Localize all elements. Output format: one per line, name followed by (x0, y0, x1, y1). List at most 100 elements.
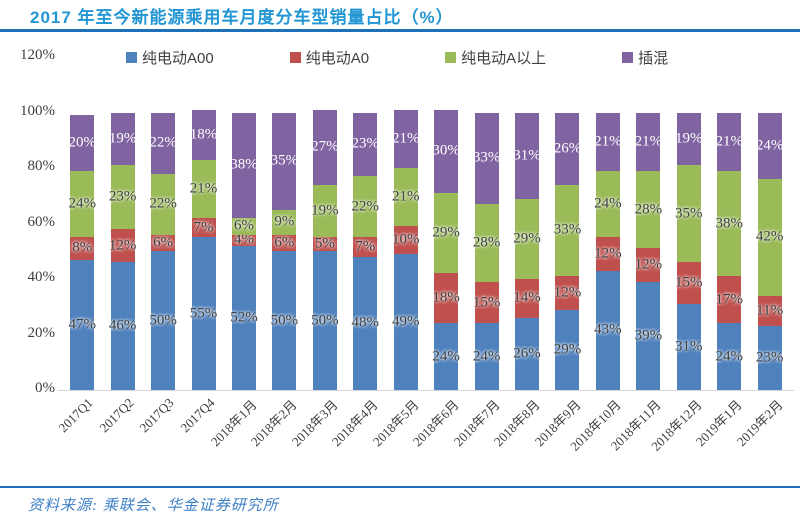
bar-segment: 19% (675, 112, 703, 166)
bar-segment-label: 38% (715, 215, 743, 232)
bar-slot: 46% 12% 23% 19% (102, 107, 142, 390)
bar-segment: 15% (675, 262, 703, 304)
y-tick-label: 80% (27, 158, 56, 174)
bar-segment: 43% (594, 270, 622, 390)
bar-segment: 6% (272, 234, 297, 252)
legend-item-1: 纯电动A00 (126, 47, 214, 68)
legend: 纯电动A00 纯电动A0 纯电动A以上 插混 (126, 47, 668, 68)
bar-segment-label: 27% (311, 138, 339, 155)
bar-column: 29% 12% 33% 26% (553, 112, 582, 390)
bar-slot: 47% 8% 24% 20% (62, 107, 102, 390)
bar-segment: 29% (513, 198, 541, 280)
bar-segment: 6% (151, 234, 176, 252)
bar-segment-label: 26% (513, 345, 541, 362)
bar-segment: 24% (594, 170, 622, 238)
bar-segment-label: 21% (391, 188, 420, 205)
bar-segment: 26% (554, 112, 581, 185)
bar-segment-label: 48% (351, 314, 380, 331)
legend-label: 纯电动A0 (305, 50, 370, 67)
bar-segment: 21% (634, 112, 663, 171)
bar-segment-label: 49% (391, 313, 420, 330)
bar-segment-label: 33% (553, 221, 582, 238)
bar-segment-label: 23% (108, 188, 137, 205)
bar-segment-label: 55% (189, 305, 218, 322)
bar-segment-label: 4% (233, 231, 254, 248)
bar-segment: 38% (230, 112, 258, 218)
bar-segment-label: 14% (513, 289, 541, 306)
bar-column: 24% 17% 38% 21% (715, 112, 743, 390)
bar-segment-label: 24% (594, 195, 622, 212)
bar-segment: 19% (311, 184, 339, 238)
bar-segment-label: 20% (68, 134, 96, 151)
bar-slot: 31% 15% 35% 19% (669, 107, 709, 390)
bar-segment: 31% (513, 112, 541, 199)
bar-segment: 10% (392, 226, 419, 255)
legend-swatch-icon (622, 52, 634, 63)
bar-segment: 22% (149, 112, 177, 174)
bar-segment-label: 35% (675, 205, 703, 222)
bar-column: 31% 15% 35% 19% (675, 112, 703, 390)
bar-column: 55% 7% 21% 18% (189, 109, 218, 390)
bar-column: 47% 8% 24% 20% (68, 115, 96, 390)
bar-segment-label: 21% (189, 180, 218, 197)
bar-segment-label: 22% (149, 134, 177, 151)
bar-segment-label: 12% (553, 284, 582, 301)
bar-segment-label: 50% (311, 312, 339, 329)
bar-segment: 26% (513, 317, 541, 390)
bar-segment-label: 50% (270, 312, 299, 329)
bar-segment: 29% (554, 309, 581, 390)
bar-segment: 23% (108, 165, 137, 230)
y-tick-label: 60% (27, 213, 56, 230)
bar-segment: 18% (432, 273, 460, 324)
bar-segment: 20% (68, 115, 96, 171)
bar-segment-label: 28% (634, 201, 663, 218)
legend-swatch-icon (289, 52, 301, 63)
bar-column: 52% 4% 6% 38% (230, 112, 258, 390)
bar-segment: 21% (594, 112, 622, 171)
bar-segment-label: 24% (68, 195, 96, 212)
bar-segment: 23% (756, 326, 783, 390)
bar-segment: 28% (472, 204, 501, 282)
bar-segment-label: 22% (351, 198, 380, 215)
bar-segment-label: 19% (311, 202, 339, 219)
bar-segment-label: 43% (594, 321, 622, 338)
bar-column: 43% 12% 24% 21% (594, 112, 622, 390)
bar-slot: 39% 12% 28% 21% (628, 107, 668, 390)
bar-segment-label: 35% (270, 152, 299, 169)
bar-segment-label: 23% (351, 135, 380, 152)
bar-segment: 12% (635, 248, 662, 282)
bar-segment: 27% (311, 109, 339, 185)
bar-segment: 50% (311, 251, 339, 390)
bar-column: 23% 11% 42% 24% (756, 112, 784, 390)
bar-segment-label: 11% (756, 302, 784, 319)
bar-segment: 23% (351, 112, 380, 177)
bar-segment: 24% (432, 323, 460, 390)
bar-segment-label: 6% (153, 234, 174, 251)
bar-segment: 24% (473, 323, 500, 390)
bar-segment: 50% (149, 251, 177, 390)
legend-item-4: 插混 (622, 47, 668, 68)
bar-segment: 29% (432, 193, 460, 274)
bar-column: 50% 5% 19% 27% (311, 109, 339, 390)
bar-segment-label: 50% (149, 312, 177, 329)
bar-segment: 12% (108, 229, 137, 263)
bar-slot: 48% 7% 22% 23% (345, 107, 385, 390)
bar-segment-label: 6% (274, 234, 295, 251)
page-title: 2017 年至今新能源乘用车月度分车型销量占比（%） (30, 8, 454, 27)
bar-segment-label: 21% (634, 133, 663, 150)
bar-segment-label: 6% (233, 217, 254, 234)
bar-segment: 55% (189, 237, 218, 390)
bar-column: 24% 18% 29% 30% (432, 109, 460, 390)
y-tick-label: 40% (27, 269, 56, 285)
bar-segment: 33% (473, 112, 500, 205)
bar-segment-label: 21% (715, 133, 743, 150)
bar-segment-label: 18% (189, 126, 218, 143)
bar-segment-label: 38% (230, 156, 258, 173)
bar-segment-label: 7% (193, 219, 214, 236)
plot-area: 47% 8% 24% 20% 46% 12% 23% 19% 50% 6% 22% 22% 55% 7% 2… (62, 107, 790, 390)
bar-column: 24% 15% 28% 33% (472, 112, 501, 390)
bar-segment-label: 12% (108, 237, 137, 254)
bar-slot: 52% 4% 6% 38% (224, 107, 264, 390)
bar-segment-label: 28% (472, 234, 501, 251)
